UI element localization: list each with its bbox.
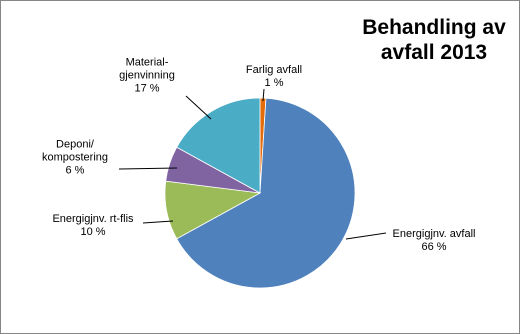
slice-label: Energigjnv. avfall 66 % — [393, 228, 476, 254]
slice-label: Deponi/ kompostering 6 % — [42, 139, 108, 178]
leader-line — [185, 95, 212, 120]
value-label: 10 % — [80, 226, 106, 238]
value-label: 66 % — [421, 241, 447, 253]
slice-label: Material- gjenvinning 17 % — [119, 57, 175, 96]
value-label: 6 % — [65, 164, 85, 177]
leader-line — [142, 220, 174, 224]
category-label: Material- gjenvinning — [119, 56, 175, 82]
chart-title: Behandling av avfall 2013 — [362, 16, 506, 64]
slice-label: Energigjnv. rt-flis 10 % — [52, 213, 133, 239]
value-label: 1 % — [264, 77, 284, 89]
leader-line — [345, 232, 387, 240]
leader-line — [118, 167, 178, 170]
slice-label: Farlig avfall 1 % — [246, 64, 302, 90]
category-label: Energigjnv. avfall — [392, 228, 476, 240]
value-label: 17 % — [134, 82, 160, 95]
category-label: Energigjnv. rt-flis — [52, 213, 134, 225]
pie-slice — [176, 97, 356, 289]
category-label: Farlig avfall — [245, 64, 303, 76]
leader-line — [262, 88, 265, 102]
pie-slice — [176, 97, 261, 194]
category-label: Deponi/ kompostering — [41, 138, 109, 164]
